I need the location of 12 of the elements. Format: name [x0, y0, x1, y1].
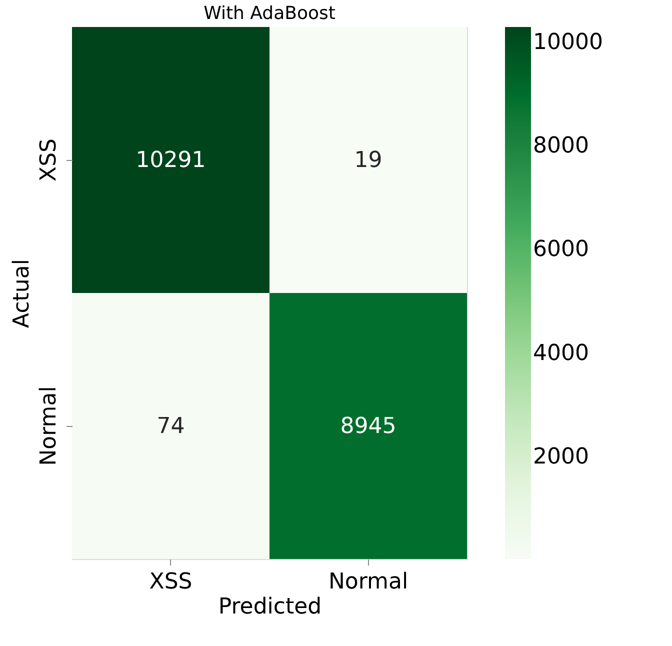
data-label: 8945 — [340, 414, 396, 439]
data-label: 74 — [156, 414, 185, 439]
y-axis-title: Actual — [10, 259, 34, 328]
color-bar-label: 10000 — [533, 30, 603, 56]
x-axis-title: Predicted — [218, 594, 322, 620]
color-bar-label: 6000 — [533, 237, 589, 262]
color-bar-label: 8000 — [533, 134, 589, 159]
data-label: 19 — [354, 148, 382, 173]
color-bar-label: 2000 — [533, 444, 589, 470]
data-label: 10291 — [136, 148, 206, 173]
chart-title: With AdaBoost — [204, 3, 336, 24]
color-bar-label: 4000 — [533, 340, 589, 366]
